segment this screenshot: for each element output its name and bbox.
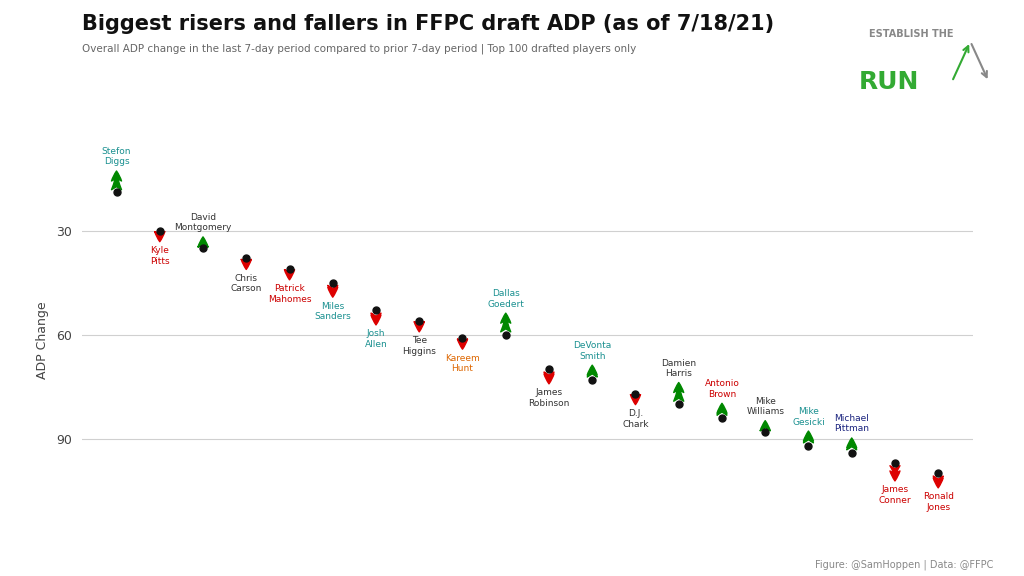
Text: DeVonta
Smith: DeVonta Smith	[573, 341, 611, 361]
Text: RUN: RUN	[859, 70, 920, 94]
Text: Biggest risers and fallers in FFPC draft ADP (as of 7/18/21): Biggest risers and fallers in FFPC draft…	[82, 14, 774, 35]
Text: Antonio
Brown: Antonio Brown	[705, 380, 739, 399]
Text: Figure: @SamHoppen | Data: @FFPC: Figure: @SamHoppen | Data: @FFPC	[815, 560, 993, 570]
Text: James
Robinson: James Robinson	[528, 388, 569, 408]
Text: Mike
Gesicki: Mike Gesicki	[793, 407, 825, 426]
Text: Patrick
Mahomes: Patrick Mahomes	[267, 285, 311, 304]
Text: D.J.
Chark: D.J. Chark	[623, 409, 649, 429]
Text: Overall ADP change in the last 7-day period compared to prior 7-day period | Top: Overall ADP change in the last 7-day per…	[82, 43, 636, 54]
Text: Mike
Williams: Mike Williams	[746, 397, 784, 416]
Text: Stefon
Diggs: Stefon Diggs	[101, 147, 131, 166]
Text: Josh
Allen: Josh Allen	[365, 329, 387, 349]
Text: David
Montgomery: David Montgomery	[174, 213, 231, 232]
Text: Chris
Carson: Chris Carson	[230, 274, 262, 293]
Text: Tee
Higgins: Tee Higgins	[402, 336, 436, 356]
Text: Miles
Sanders: Miles Sanders	[314, 302, 351, 321]
Text: Kyle
Pitts: Kyle Pitts	[150, 246, 170, 266]
Text: ESTABLISH THE: ESTABLISH THE	[869, 29, 953, 39]
Text: Michael
Pittman: Michael Pittman	[835, 414, 869, 434]
Text: Damien
Harris: Damien Harris	[662, 359, 696, 378]
Text: Dallas
Goedert: Dallas Goedert	[487, 289, 524, 309]
Text: Kareem
Hunt: Kareem Hunt	[445, 354, 480, 373]
Text: James
Conner: James Conner	[879, 486, 911, 505]
Text: Ronald
Jones: Ronald Jones	[923, 492, 953, 512]
Y-axis label: ADP Change: ADP Change	[37, 301, 49, 378]
